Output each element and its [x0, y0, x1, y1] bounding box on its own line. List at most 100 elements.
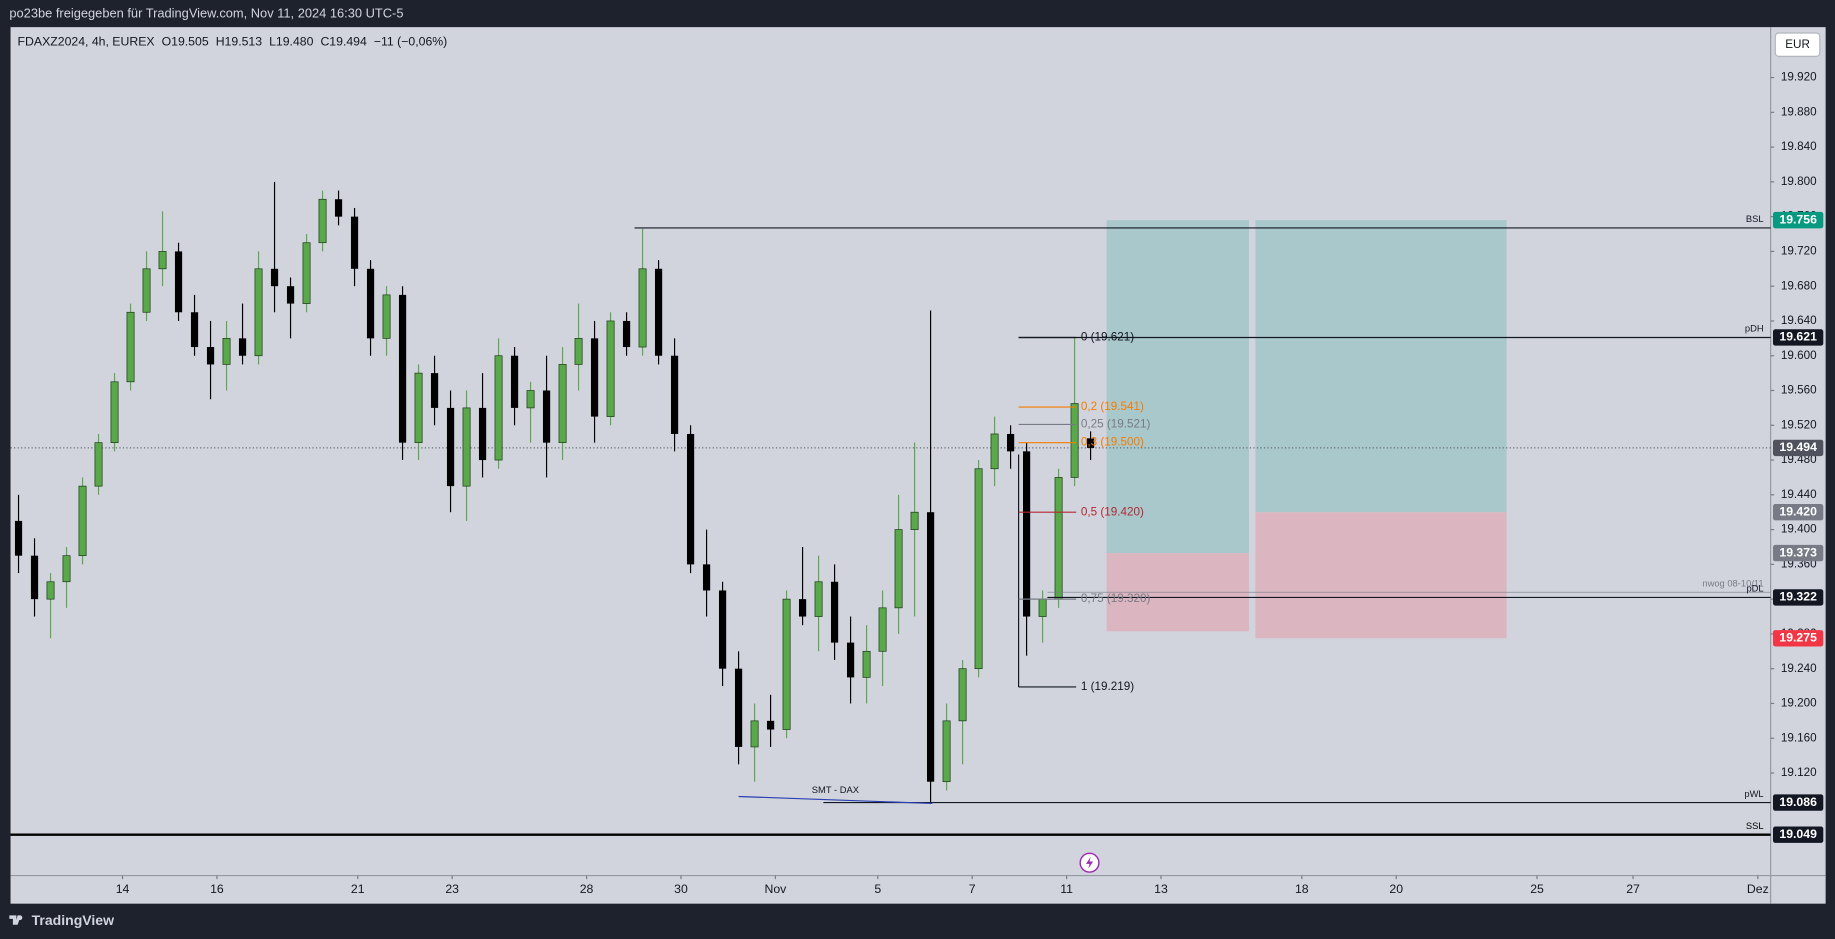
- candle-body: [686, 433, 695, 565]
- candle-body: [494, 355, 503, 461]
- price-tag: [1772, 439, 1824, 457]
- legend-item: H19.513: [216, 35, 263, 49]
- fib-label: 0,3 (19.500): [1081, 436, 1144, 449]
- x-tick-label: 23: [445, 882, 459, 896]
- x-tick-label: Dez: [1747, 882, 1769, 896]
- y-tick-label: 19.520: [1781, 418, 1817, 431]
- price-tag: [1772, 329, 1824, 346]
- candle-body: [430, 373, 439, 408]
- y-tick-label: 19.160: [1781, 731, 1817, 744]
- price-tag-label: 19.049: [1779, 827, 1817, 841]
- smt-line: [738, 795, 933, 805]
- price-tag: [1772, 826, 1824, 843]
- x-tick-label: 30: [674, 882, 688, 896]
- candle-body: [974, 468, 983, 670]
- price-tag: [1772, 504, 1824, 521]
- candle-body: [814, 581, 823, 617]
- candle-body: [590, 338, 599, 417]
- price-tag: [1772, 794, 1824, 811]
- x-tick-label: 14: [116, 882, 130, 896]
- candle-body: [702, 564, 711, 591]
- candle-body: [926, 512, 935, 782]
- candle-body: [958, 668, 967, 722]
- candle-body: [782, 598, 791, 730]
- price-tag-label: 19.322: [1779, 590, 1817, 604]
- y-tick-label: 19.120: [1781, 766, 1817, 779]
- candle-body: [238, 338, 247, 356]
- currency-label: EUR: [1785, 38, 1810, 51]
- currency-button-box: [1774, 32, 1821, 57]
- fib-label: 1 (19.219): [1081, 680, 1134, 693]
- candle-body: [766, 720, 775, 730]
- candle-body: [270, 268, 279, 287]
- y-tick-label: 19.400: [1781, 523, 1817, 536]
- candle-body: [606, 320, 615, 417]
- alert-bolt: [1086, 856, 1094, 869]
- x-tick-label: 16: [210, 882, 224, 896]
- smt-label: SMT - DAX: [812, 785, 860, 795]
- y-tick-label: 19.840: [1781, 140, 1817, 153]
- brand-name: TradingView: [32, 912, 114, 928]
- candle-body: [446, 407, 455, 487]
- alert-icon[interactable]: [1079, 852, 1100, 873]
- y-tick-label: 19.640: [1781, 314, 1817, 327]
- x-tick-label: Nov: [764, 882, 787, 896]
- candle-body: [382, 294, 391, 339]
- candle-body: [414, 372, 423, 444]
- candle-body: [174, 251, 183, 313]
- candle-body: [862, 650, 871, 678]
- price-tag-label: 19.420: [1779, 504, 1817, 518]
- candle-body: [1038, 598, 1047, 617]
- x-tick-label: 25: [1530, 882, 1544, 896]
- candle-body: [30, 555, 39, 600]
- candle-body: [254, 268, 263, 357]
- candle-body: [526, 390, 535, 409]
- candle-body: [670, 355, 679, 434]
- level-label: SSL: [1746, 821, 1764, 831]
- y-tick-label: 19.200: [1781, 697, 1817, 710]
- level-label: pWL: [1744, 789, 1763, 799]
- brand[interactable]: TradingView: [9, 912, 114, 928]
- candle-body: [286, 286, 295, 304]
- candle-body: [846, 642, 855, 678]
- candle-body: [206, 347, 215, 365]
- y-tick-label: 19.920: [1781, 71, 1817, 84]
- price-tag-label: 19.275: [1779, 631, 1817, 645]
- level-label: pDH: [1745, 324, 1764, 334]
- fib-label: 0 (19.621): [1081, 331, 1134, 344]
- candle-body: [718, 590, 727, 669]
- candle-body: [366, 268, 375, 339]
- x-tick-label: 27: [1626, 882, 1640, 896]
- candle-body: [318, 198, 327, 244]
- candle-body: [142, 268, 151, 313]
- candle-body: [302, 242, 311, 304]
- position-profit: [1106, 220, 1250, 554]
- candle-body: [222, 337, 231, 365]
- candle-body: [990, 433, 999, 470]
- price-tag-label: 19.756: [1779, 212, 1817, 226]
- candle-body: [478, 407, 487, 461]
- y-tick-label: 19.720: [1781, 245, 1817, 258]
- candle-body: [558, 364, 567, 444]
- candle-body: [734, 668, 743, 747]
- y-tick-label: 19.440: [1781, 488, 1817, 501]
- candle-body: [190, 312, 199, 348]
- legend-item: O19.505: [162, 35, 209, 49]
- candle-body: [126, 311, 135, 383]
- price-tag: [1772, 589, 1824, 606]
- top-bar-title: po23be freigegeben für TradingView.com, …: [9, 6, 403, 21]
- candle-body: [1022, 451, 1031, 617]
- candle-body: [110, 381, 119, 444]
- candle-body: [942, 720, 951, 783]
- currency-button[interactable]: EUR: [1774, 32, 1821, 57]
- candle-body: [398, 294, 407, 443]
- candle-body: [654, 268, 663, 356]
- candle-body: [14, 520, 23, 556]
- candle-body: [62, 555, 71, 583]
- x-tick-label: 20: [1389, 882, 1403, 896]
- x-tick-label: 28: [580, 882, 594, 896]
- price-tag-label: 19.373: [1779, 545, 1817, 559]
- price-tag: [1772, 544, 1824, 562]
- x-tick-label: 18: [1295, 882, 1309, 896]
